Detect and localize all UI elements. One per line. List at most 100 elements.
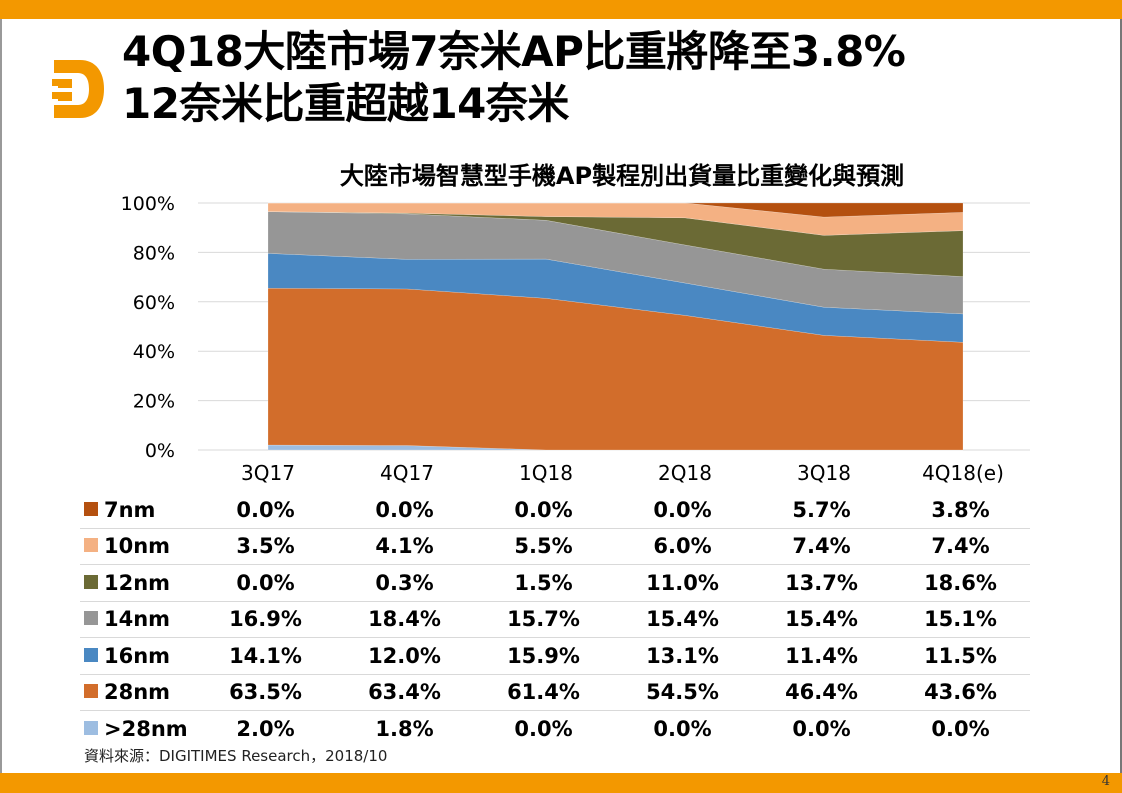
table-cell: 0.0% xyxy=(474,492,613,529)
legend-swatch-icon xyxy=(84,647,98,662)
chart-title-wrap: 大陸市場智慧型手機AP製程別出貨量比重變化與預測 xyxy=(0,156,1122,191)
series-name: 7nm xyxy=(104,497,156,522)
table-cell: 0.0% xyxy=(653,716,712,741)
table-cell: 43.6% xyxy=(891,674,1030,711)
legend-swatch-icon xyxy=(84,574,98,589)
table-cell: 61.4% xyxy=(474,674,613,711)
table-cell: 7.4% xyxy=(891,528,1030,565)
x-category-label: 4Q17 xyxy=(380,461,434,485)
series-legend: 16nm xyxy=(80,637,196,675)
table-cell: 15.4% xyxy=(752,601,891,638)
table-row: 16nm 14.1% 12.0% 15.9% 13.1% 11.4% 11.5% xyxy=(80,637,1030,675)
table-cell: 3.8% xyxy=(891,492,1030,529)
table-cell: 63.4% xyxy=(335,674,474,711)
table-cell: 15.1% xyxy=(891,601,1030,638)
table-row: 7nm 0.0% 0.0% 0.0% 0.0% 5.7% 3.8% xyxy=(80,492,1030,529)
digitimes-logo-icon xyxy=(52,60,104,118)
table-cell: 1.5% xyxy=(474,564,613,602)
y-tick-label: 80% xyxy=(133,242,175,264)
table-cell: 0.0% xyxy=(931,716,990,741)
y-tick-label: 20% xyxy=(133,391,175,413)
table-row: >28nm 2.0% 1.8% 0.0% 0.0% 0.0% 0.0% xyxy=(80,711,1030,747)
table-cell: 2.0% xyxy=(236,716,295,741)
slide-right-border xyxy=(1120,19,1122,773)
legend-swatch-icon xyxy=(84,538,98,553)
chart-title: 大陸市場智慧型手機AP製程別出貨量比重變化與預測 xyxy=(339,162,905,190)
table-cell: 13.7% xyxy=(752,564,891,602)
table-cell: 13.1% xyxy=(613,637,752,675)
series-legend: >28nm xyxy=(80,711,196,747)
bottom-accent-bar xyxy=(0,773,1122,793)
table-row: 12nm 0.0% 0.3% 1.5% 11.0% 13.7% 18.6% xyxy=(80,564,1030,602)
slide-title-line-1: 4Q18大陸市場7奈米AP比重將降至3.8% xyxy=(122,27,906,76)
table-cell: 5.7% xyxy=(752,492,891,529)
y-axis-ticks: 0% 20% 40% 60% 80% 100% xyxy=(121,193,175,462)
table-cell: 18.6% xyxy=(891,564,1030,602)
series-legend: 12nm xyxy=(80,564,196,602)
x-category-label: 3Q18 xyxy=(797,461,851,485)
series-name: >28nm xyxy=(104,716,188,741)
series-legend: 7nm xyxy=(80,492,196,529)
series-name: 16nm xyxy=(104,643,171,668)
y-tick-label: 100% xyxy=(121,193,175,215)
table-cell: 6.0% xyxy=(613,528,752,565)
table-cell: 12.0% xyxy=(335,637,474,675)
top-accent-bar xyxy=(0,0,1122,19)
table-cell: 0.0% xyxy=(613,492,752,529)
table-cell: 16.9% xyxy=(196,601,335,638)
table-cell: 63.5% xyxy=(196,674,335,711)
series-name: 12nm xyxy=(104,570,171,595)
series-name: 14nm xyxy=(104,607,171,632)
x-category-label: 4Q18(e) xyxy=(922,461,1004,485)
series-legend: 28nm xyxy=(80,674,196,711)
slide-title: 4Q18大陸市場7奈米AP比重將降至3.8% 12奈米比重超越14奈米 xyxy=(122,26,906,130)
source-note: 資料來源：DIGITIMES Research，2018/10 xyxy=(84,747,388,765)
table-cell: 4.1% xyxy=(335,528,474,565)
slide-title-line-2: 12奈米比重超越14奈米 xyxy=(122,79,569,128)
x-category-label: 2Q18 xyxy=(658,461,712,485)
table-cell: 11.5% xyxy=(891,637,1030,675)
series-name: 10nm xyxy=(104,534,171,559)
table-cell: 15.9% xyxy=(474,637,613,675)
slide-left-border xyxy=(0,19,2,773)
area-7nm xyxy=(268,202,964,218)
table-row: 14nm 16.9% 18.4% 15.7% 15.4% 15.4% 15.1% xyxy=(80,601,1030,638)
x-category-label: 1Q18 xyxy=(519,461,573,485)
table-cell: 15.4% xyxy=(613,601,752,638)
table-row: 28nm 63.5% 63.4% 61.4% 54.5% 46.4% 43.6% xyxy=(80,674,1030,711)
table-cell: 0.0% xyxy=(196,564,335,602)
table-cell: 3.5% xyxy=(196,528,335,565)
table-cell: 1.8% xyxy=(375,716,434,741)
table-cell: 54.5% xyxy=(613,674,752,711)
table-cell: 14.1% xyxy=(196,637,335,675)
table-cell: 11.4% xyxy=(752,637,891,675)
y-tick-label: 40% xyxy=(133,341,175,363)
x-category-label: 3Q17 xyxy=(241,461,295,485)
stacked-area-chart: 0% 20% 40% 60% 80% 100% 3Q17 4Q17 1Q18 2Q18 3Q18 4… xyxy=(121,193,1030,485)
table-cell: 0.0% xyxy=(514,716,573,741)
legend-swatch-icon xyxy=(84,684,98,699)
table-cell: 0.0% xyxy=(335,492,474,529)
table-cell: 18.4% xyxy=(335,601,474,638)
series-name: 28nm xyxy=(104,680,171,705)
x-axis-categories: 3Q17 4Q17 1Q18 2Q18 3Q18 4Q18(e) xyxy=(241,461,1004,485)
data-table: 7nm 0.0% 0.0% 0.0% 0.0% 5.7% 3.8% 10nm 3.5% 4.1% 5… xyxy=(80,492,1030,747)
table-cell: 0.0% xyxy=(792,716,851,741)
table-cell: 0.3% xyxy=(335,564,474,602)
legend-swatch-icon xyxy=(84,501,98,516)
table-cell: 15.7% xyxy=(474,601,613,638)
legend-swatch-icon xyxy=(84,611,98,626)
table-cell: 46.4% xyxy=(752,674,891,711)
area-series xyxy=(267,202,964,451)
table-cell: 11.0% xyxy=(613,564,752,602)
series-legend: 14nm xyxy=(80,601,196,638)
table-row: 10nm 3.5% 4.1% 5.5% 6.0% 7.4% 7.4% xyxy=(80,528,1030,565)
series-legend: 10nm xyxy=(80,528,196,565)
y-tick-label: 0% xyxy=(145,440,175,462)
table-cell: 0.0% xyxy=(196,492,335,529)
legend-swatch-icon xyxy=(84,720,98,735)
page-number: 4 xyxy=(1101,774,1110,789)
y-tick-label: 60% xyxy=(133,292,175,314)
table-cell: 5.5% xyxy=(474,528,613,565)
table-cell: 7.4% xyxy=(752,528,891,565)
